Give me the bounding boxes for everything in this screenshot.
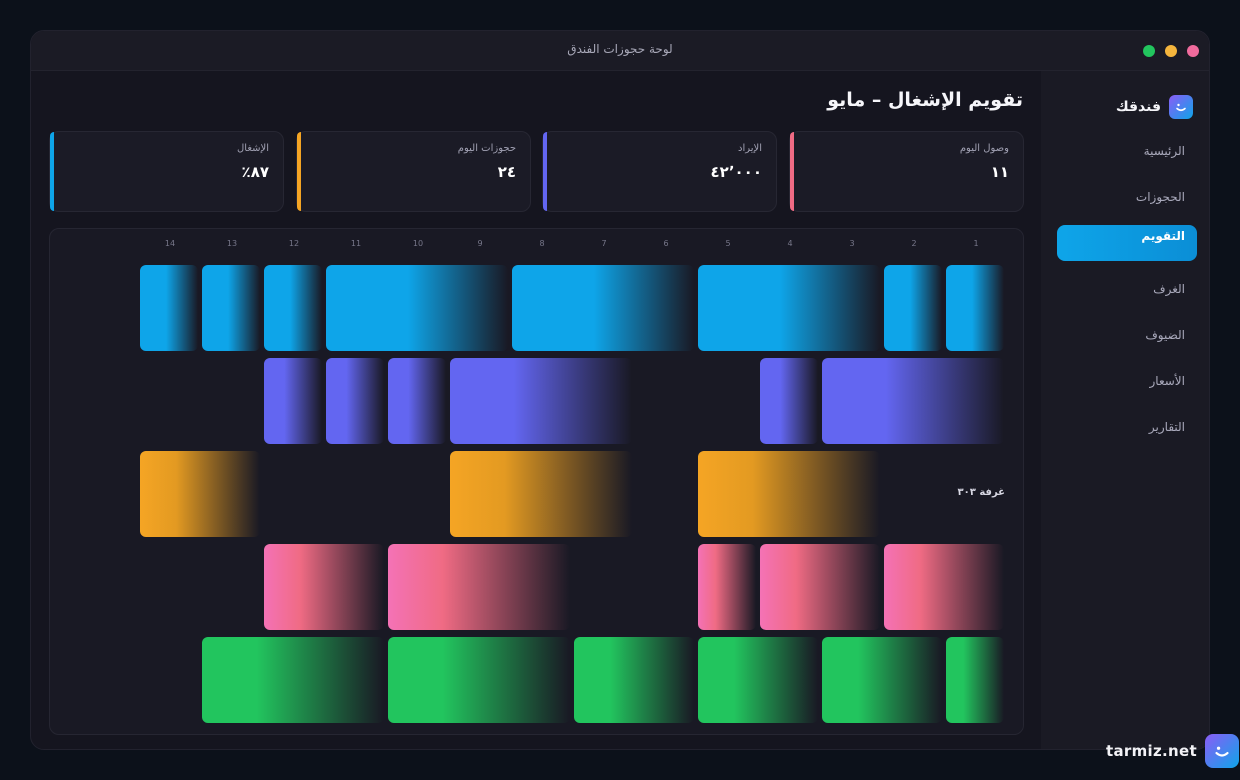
booking-block[interactable] <box>946 265 1004 351</box>
watermark: tarmiz.net <box>1106 734 1239 768</box>
booking-block[interactable] <box>140 265 198 351</box>
main-content: تقويم الإشغال – مايو وصول اليوم ١١ الإير… <box>31 71 1041 749</box>
stat-accent-bar <box>790 132 794 211</box>
booking-block[interactable] <box>264 544 384 630</box>
maximize-button[interactable] <box>1143 45 1155 57</box>
room-label: غرفة ٣٠٣ <box>957 487 1005 498</box>
booking-block[interactable] <box>884 265 942 351</box>
day-header-10: 10 <box>412 239 424 248</box>
minimize-button[interactable] <box>1165 45 1177 57</box>
booking-block[interactable] <box>326 265 508 351</box>
day-header-12: 12 <box>288 239 300 248</box>
stat-accent-bar <box>297 132 301 211</box>
smile-icon <box>1169 95 1193 119</box>
window-title: لوحة حجوزات الفندق <box>567 42 673 56</box>
booking-block[interactable] <box>884 544 1004 630</box>
day-header-7: 7 <box>601 239 607 248</box>
stat-label: الإشغال <box>237 143 269 154</box>
occupancy-calendar: 1 2 3 4 5 6 7 8 9 10 11 12 13 14 غرفة ٣٠٣ <box>49 228 1024 735</box>
app-window: لوحة حجوزات الفندق تقويم الإشغال – مايو … <box>30 30 1210 750</box>
sidebar-item-rates[interactable]: الأسعار <box>1149 374 1185 388</box>
stat-accent-bar <box>50 132 54 211</box>
stat-value: ١١ <box>990 163 1009 181</box>
booking-block[interactable] <box>264 358 322 444</box>
sidebar: فندقك الرئيسية الحجوزات التقويم الغرف ال… <box>1041 71 1209 749</box>
stat-card-revenue: الإيراد ٤٢٬٠٠٠ <box>542 131 777 212</box>
day-header-14: 14 <box>164 239 176 248</box>
booking-block[interactable] <box>698 265 880 351</box>
stat-accent-bar <box>543 132 547 211</box>
smile-icon <box>1204 734 1239 768</box>
sidebar-item-rooms[interactable]: الغرف <box>1153 282 1185 296</box>
close-button[interactable] <box>1187 45 1199 57</box>
booking-block[interactable] <box>822 358 1004 444</box>
booking-block[interactable] <box>326 358 384 444</box>
booking-block[interactable] <box>388 637 570 723</box>
stat-value: ٤٢٬٠٠٠ <box>710 163 762 181</box>
booking-block[interactable] <box>760 544 880 630</box>
day-header-9: 9 <box>477 239 483 248</box>
watermark-text: tarmiz.net <box>1106 742 1197 760</box>
sidebar-item-home[interactable]: الرئيسية <box>1143 144 1185 158</box>
stat-card-bookings-today: حجوزات اليوم ٢٤ <box>296 131 531 212</box>
booking-block[interactable] <box>202 637 384 723</box>
brand[interactable]: فندقك <box>1116 95 1193 119</box>
booking-block[interactable] <box>140 451 260 537</box>
day-header-2: 2 <box>911 239 917 248</box>
stat-label: حجوزات اليوم <box>457 143 516 154</box>
calendar-edge-fade <box>1003 229 1023 734</box>
sidebar-item-reports[interactable]: التقارير <box>1148 420 1185 434</box>
stat-label: الإيراد <box>737 143 762 154</box>
booking-block[interactable] <box>450 358 632 444</box>
booking-block[interactable] <box>450 451 632 537</box>
sidebar-item-guests[interactable]: الضيوف <box>1145 328 1185 342</box>
booking-block[interactable] <box>388 544 570 630</box>
day-header-13: 13 <box>226 239 238 248</box>
booking-block[interactable] <box>822 637 942 723</box>
stat-card-arrivals: وصول اليوم ١١ <box>789 131 1024 212</box>
day-header-8: 8 <box>539 239 545 248</box>
booking-block[interactable] <box>698 544 756 630</box>
day-header-3: 3 <box>849 239 855 248</box>
day-header-6: 6 <box>663 239 669 248</box>
stat-label: وصول اليوم <box>959 143 1009 154</box>
booking-block[interactable] <box>760 358 818 444</box>
booking-block[interactable] <box>946 637 1004 723</box>
sidebar-item-calendar[interactable]: التقويم <box>1057 225 1197 261</box>
sidebar-item-bookings[interactable]: الحجوزات <box>1135 190 1185 204</box>
stat-value: ٨٧٪ <box>241 163 269 181</box>
day-header-1: 1 <box>973 239 979 248</box>
brand-name: فندقك <box>1115 99 1161 115</box>
page-title: تقويم الإشغال – مايو <box>827 89 1023 111</box>
day-header-11: 11 <box>350 239 362 248</box>
booking-block[interactable] <box>202 265 260 351</box>
booking-block[interactable] <box>698 451 880 537</box>
day-header-5: 5 <box>725 239 731 248</box>
booking-block[interactable] <box>388 358 446 444</box>
stat-card-occupancy: الإشغال ٨٧٪ <box>49 131 284 212</box>
booking-block[interactable] <box>264 265 322 351</box>
stat-value: ٢٤ <box>497 163 516 181</box>
booking-block[interactable] <box>512 265 694 351</box>
booking-block[interactable] <box>574 637 694 723</box>
booking-block[interactable] <box>698 637 818 723</box>
title-bar: لوحة حجوزات الفندق <box>31 31 1209 71</box>
day-header-4: 4 <box>787 239 793 248</box>
